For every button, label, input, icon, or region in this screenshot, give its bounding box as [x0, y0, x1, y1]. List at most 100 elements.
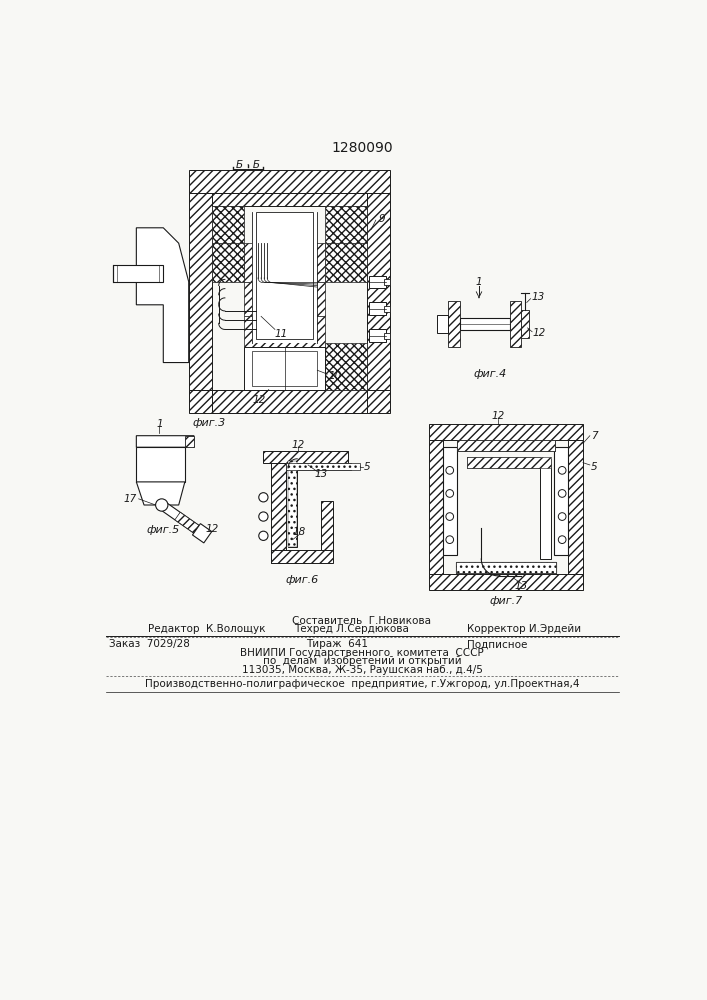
Circle shape — [156, 499, 168, 511]
Polygon shape — [244, 316, 325, 351]
Polygon shape — [212, 206, 244, 243]
Bar — [385, 333, 390, 339]
Circle shape — [559, 490, 566, 497]
Polygon shape — [189, 193, 212, 389]
Polygon shape — [368, 193, 390, 389]
Bar — [369, 302, 386, 315]
Text: фиг.6: фиг.6 — [285, 575, 319, 585]
Circle shape — [446, 513, 454, 520]
Text: Б · Б: Б · Б — [236, 160, 260, 170]
Bar — [297, 463, 351, 470]
Polygon shape — [510, 301, 521, 347]
Text: фиг.4: фиг.4 — [474, 369, 507, 379]
Text: фиг.5: фиг.5 — [146, 525, 180, 535]
Bar — [385, 306, 390, 312]
Circle shape — [446, 466, 454, 474]
Text: Заказ  7029/28: Заказ 7029/28 — [110, 639, 190, 649]
Polygon shape — [321, 501, 333, 550]
Text: 1: 1 — [156, 419, 163, 429]
Text: 13: 13 — [515, 581, 528, 591]
Polygon shape — [158, 500, 199, 533]
Text: Производственно-полиграфическое  предприятие, г.Ужгород, ул.Проектная,4: Производственно-полиграфическое предприя… — [145, 679, 579, 689]
Circle shape — [259, 531, 268, 540]
Circle shape — [259, 512, 268, 521]
Polygon shape — [325, 343, 368, 389]
Polygon shape — [136, 436, 194, 447]
Text: Техред Л.Сердюкова: Техред Л.Сердюкова — [294, 624, 409, 634]
Text: 5: 5 — [590, 462, 597, 472]
Bar — [460, 318, 510, 330]
Bar — [467, 457, 540, 468]
Bar — [288, 470, 297, 547]
Text: Редактор  К.Волощук: Редактор К.Волощук — [148, 624, 265, 634]
Text: 113035, Москва, Ж-35, Раушская наб., д.4/5: 113035, Москва, Ж-35, Раушская наб., д.4… — [242, 665, 482, 675]
Circle shape — [446, 490, 454, 497]
Polygon shape — [429, 424, 583, 440]
Text: 12: 12 — [253, 395, 266, 405]
Text: ВНИИПИ Государственного  комитета  СССР: ВНИИПИ Государственного комитета СССР — [240, 648, 484, 658]
Polygon shape — [212, 193, 368, 206]
Text: 12: 12 — [205, 524, 218, 534]
Text: фиг.3: фиг.3 — [193, 418, 226, 428]
Polygon shape — [212, 243, 244, 282]
Polygon shape — [429, 574, 583, 590]
Polygon shape — [429, 440, 443, 574]
Bar — [252, 351, 317, 386]
Polygon shape — [271, 451, 286, 563]
Polygon shape — [286, 463, 360, 470]
Polygon shape — [448, 301, 460, 347]
Circle shape — [559, 536, 566, 544]
Polygon shape — [325, 206, 368, 243]
Bar — [256, 212, 313, 339]
Text: 12: 12 — [533, 328, 546, 338]
Polygon shape — [244, 282, 325, 316]
Text: 13: 13 — [532, 292, 544, 302]
Bar — [443, 447, 457, 555]
Text: 1280090: 1280090 — [331, 141, 393, 155]
Polygon shape — [271, 550, 333, 563]
Polygon shape — [288, 461, 297, 547]
Text: 17: 17 — [123, 494, 136, 504]
Polygon shape — [212, 389, 368, 413]
Text: 12: 12 — [491, 411, 505, 421]
Text: 1: 1 — [476, 277, 482, 287]
Polygon shape — [185, 436, 194, 447]
Circle shape — [446, 536, 454, 544]
Circle shape — [259, 493, 268, 502]
Bar — [385, 279, 390, 285]
Polygon shape — [189, 389, 390, 413]
Bar — [437, 315, 448, 333]
Bar — [286, 463, 321, 470]
Polygon shape — [192, 524, 212, 543]
Text: 10: 10 — [329, 371, 342, 381]
Bar — [457, 440, 555, 451]
Polygon shape — [136, 447, 185, 482]
Text: 9: 9 — [379, 214, 385, 224]
Polygon shape — [136, 482, 185, 505]
Text: 13: 13 — [315, 469, 328, 479]
Polygon shape — [568, 440, 583, 574]
Circle shape — [559, 466, 566, 474]
Text: 12: 12 — [291, 440, 305, 450]
Text: Составитель  Г.Новикова: Составитель Г.Новикова — [293, 615, 431, 626]
Circle shape — [559, 513, 566, 520]
Bar — [252, 212, 317, 343]
Text: Тираж  641: Тираж 641 — [305, 639, 368, 649]
Bar — [369, 329, 386, 342]
Text: Корректор И.Эрдейи: Корректор И.Эрдейи — [467, 624, 582, 634]
Bar — [456, 562, 556, 573]
Text: 18: 18 — [293, 527, 306, 537]
Polygon shape — [189, 170, 390, 193]
Text: 7: 7 — [590, 431, 597, 441]
Polygon shape — [175, 512, 199, 533]
Text: 11: 11 — [274, 329, 288, 339]
Text: по  делам  изобретений и открытий: по делам изобретений и открытий — [262, 656, 461, 666]
Polygon shape — [521, 310, 529, 338]
Polygon shape — [457, 440, 555, 451]
Bar — [113, 265, 163, 282]
Polygon shape — [264, 451, 348, 463]
Bar — [540, 459, 551, 559]
Polygon shape — [244, 243, 325, 282]
Polygon shape — [136, 228, 189, 363]
Bar — [369, 276, 386, 288]
